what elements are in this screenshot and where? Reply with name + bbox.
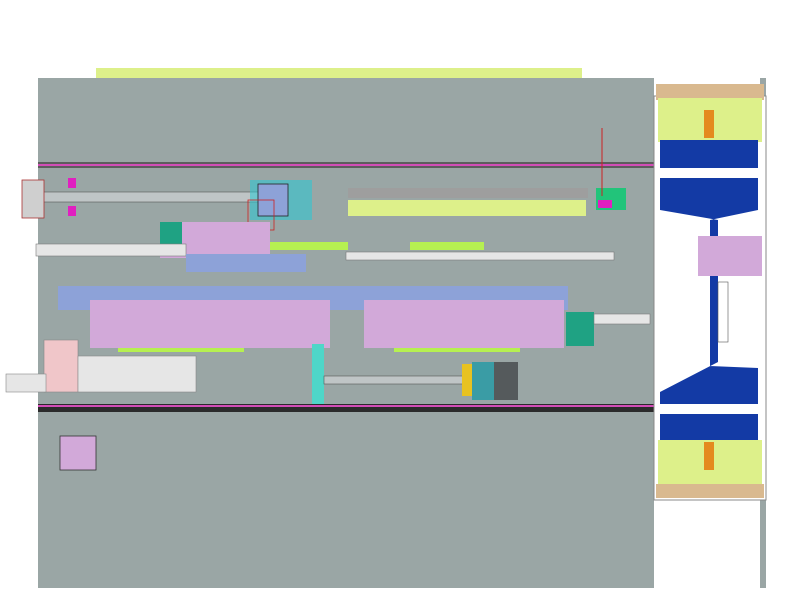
magenta-slot [598, 200, 612, 208]
mid-rail [348, 188, 588, 198]
left-slide-bar [35, 243, 187, 257]
lower-shaft [323, 375, 465, 385]
upper-rail-stripe [38, 164, 654, 166]
mid-rail-lime [348, 200, 586, 216]
magenta-marker [68, 178, 76, 188]
right-panel-lilac [698, 236, 762, 276]
fixture-lime-b [394, 348, 520, 352]
lower-motor-gold [462, 364, 472, 396]
fixture-right-green [566, 312, 594, 346]
magenta-marker-2 [68, 206, 76, 216]
lower-rail-stripe [38, 405, 654, 407]
right-panel-navy-mid [660, 178, 758, 404]
fixture-table-lilac-left [90, 300, 330, 348]
orange-marker-bottom [704, 442, 714, 470]
right-panel-top-plate [656, 84, 764, 100]
right-panel-navy-top [660, 140, 758, 168]
left-shaft-end [21, 179, 45, 219]
lower-motor-face [472, 362, 494, 400]
fixture-right-rail [593, 313, 651, 325]
lime-strip-a [270, 242, 348, 250]
lower-cylinder-rod [77, 355, 197, 393]
lime-strip-b [410, 242, 484, 250]
fixture-table-lilac-right [364, 300, 564, 348]
lower-cylinder-cap [5, 373, 47, 393]
right-panel-navy-bottom [660, 414, 758, 440]
orange-marker-top [704, 110, 714, 138]
lower-rail [38, 404, 766, 412]
right-panel-bottom-plate [656, 484, 764, 498]
top-lime-band [96, 68, 582, 78]
fixture-lime-a [118, 348, 244, 352]
left-shaft [39, 191, 261, 203]
right-panel-slot [717, 281, 729, 343]
mid-blue-plate [186, 254, 306, 272]
lower-cylinder-body [43, 339, 79, 393]
bottom-left-chip [59, 435, 97, 471]
right-slide-rail [345, 251, 615, 261]
teal-post [312, 344, 324, 404]
